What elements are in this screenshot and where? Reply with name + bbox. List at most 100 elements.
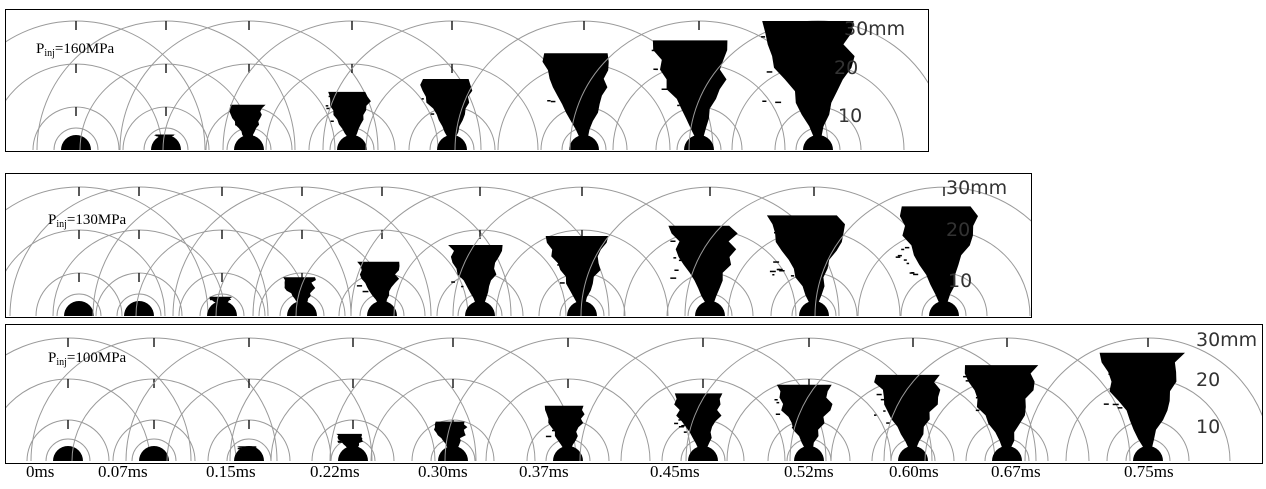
spray-speckle (682, 404, 687, 406)
spray-speckle (906, 377, 909, 379)
spray-speckle (683, 431, 687, 433)
scale-label-10: 10 (948, 270, 973, 292)
scale-label-30mm: 30mm (844, 18, 906, 40)
spray-speckle (773, 261, 780, 263)
scale-arc (125, 337, 373, 462)
spray-speckle (704, 266, 708, 268)
spray-speckle (439, 85, 444, 88)
spray-frame (125, 337, 373, 462)
spray-plume (674, 393, 723, 449)
spray-speckle (991, 416, 996, 419)
spray-speckle (348, 96, 354, 98)
spray-speckle (674, 422, 679, 425)
spray-speckle (811, 75, 817, 78)
spray-speckle (803, 57, 810, 60)
spray-frame (9, 186, 269, 317)
spray-speckle (1118, 394, 1121, 397)
spray-speckle (1108, 373, 1114, 375)
spray-speckle (463, 265, 467, 267)
spray-speckle (348, 100, 352, 102)
spray-speckle (421, 98, 424, 100)
spray-frame (6, 20, 206, 151)
spray-speckle (909, 272, 915, 274)
spray-speckle (806, 53, 810, 55)
spray-speckle (551, 63, 557, 65)
spray-speckle (556, 412, 561, 414)
spray-speckle (235, 124, 238, 126)
spray-stem (1004, 449, 1010, 461)
spray-plume (542, 53, 609, 138)
spray-stem (449, 138, 455, 150)
spray-speckle (687, 251, 692, 253)
time-label: 0.30ms (418, 462, 468, 481)
spray-speckle (434, 427, 440, 430)
spray-stem (941, 304, 947, 316)
spray-speckle (1104, 357, 1110, 360)
spray-speckle (794, 250, 798, 252)
spray-speckle (921, 211, 927, 214)
nozzle-ring (53, 127, 99, 151)
spray-speckle (337, 440, 342, 443)
scale-label-30mm: 30mm (1196, 329, 1258, 351)
spray-speckle (686, 57, 691, 60)
spray-speckle (446, 424, 450, 426)
spray-speckle (983, 399, 987, 402)
spray-speckle (886, 422, 890, 424)
spray-speckle (779, 270, 785, 272)
spray-frames-100mpa (6, 337, 1262, 462)
spray-speckle (340, 435, 345, 437)
time-label: 0ms (26, 462, 55, 481)
spray-speckle (677, 104, 680, 107)
spray-speckle (883, 393, 889, 395)
spray-speckle (991, 403, 994, 405)
spray-speckle (699, 405, 705, 407)
spray-speckle (691, 52, 697, 54)
spray-speckle (461, 285, 464, 288)
spray-speckle (929, 231, 935, 234)
spray-speckle (774, 232, 778, 234)
spray-speckle (575, 265, 581, 267)
nozzle-dome (61, 135, 91, 150)
spray-speckle (576, 56, 580, 59)
spray-speckle (443, 119, 450, 121)
spray-speckle (1138, 357, 1143, 360)
spray-speckle (801, 230, 807, 232)
spray-speckle (775, 101, 782, 104)
spray-speckle (1141, 381, 1148, 383)
spray-frames-130mpa (6, 186, 1031, 317)
spray-stem (450, 449, 456, 461)
spray-plume (668, 225, 738, 304)
spray-speckle (341, 120, 347, 123)
spray-speckle (579, 270, 582, 272)
spray-stem (477, 304, 483, 316)
time-label: 0.22ms (310, 462, 360, 481)
spray-speckle (554, 85, 557, 87)
spray-speckle (913, 273, 919, 276)
spray-speckle (292, 288, 297, 290)
spray-speckle (797, 37, 801, 39)
spray-speckle (561, 252, 565, 254)
spray-speckle (1117, 391, 1123, 393)
spray-speckle (781, 229, 788, 232)
spray-speckle (448, 85, 452, 88)
spray-speckle (798, 263, 805, 265)
spray-frame (172, 186, 432, 317)
spray-speckle (690, 242, 695, 244)
spray-speckle (468, 247, 472, 250)
spray-speckle (334, 108, 340, 111)
spray-speckle (998, 397, 1003, 400)
spray-speckle (699, 232, 704, 234)
spray-speckle (371, 276, 377, 279)
spray-speckle (800, 251, 806, 253)
spray-plume (236, 446, 257, 449)
spray-speckle (442, 438, 449, 441)
spray-speckle (800, 406, 807, 408)
spray-speckle (692, 228, 696, 230)
spray-speckle (1112, 403, 1119, 406)
spray-speckle (441, 109, 447, 112)
time-label: 0.75ms (1124, 462, 1174, 481)
spray-speckle (997, 370, 1002, 373)
spray-speckle (980, 405, 986, 408)
time-label: 0.60ms (889, 462, 939, 481)
spray-speckle (238, 123, 242, 126)
